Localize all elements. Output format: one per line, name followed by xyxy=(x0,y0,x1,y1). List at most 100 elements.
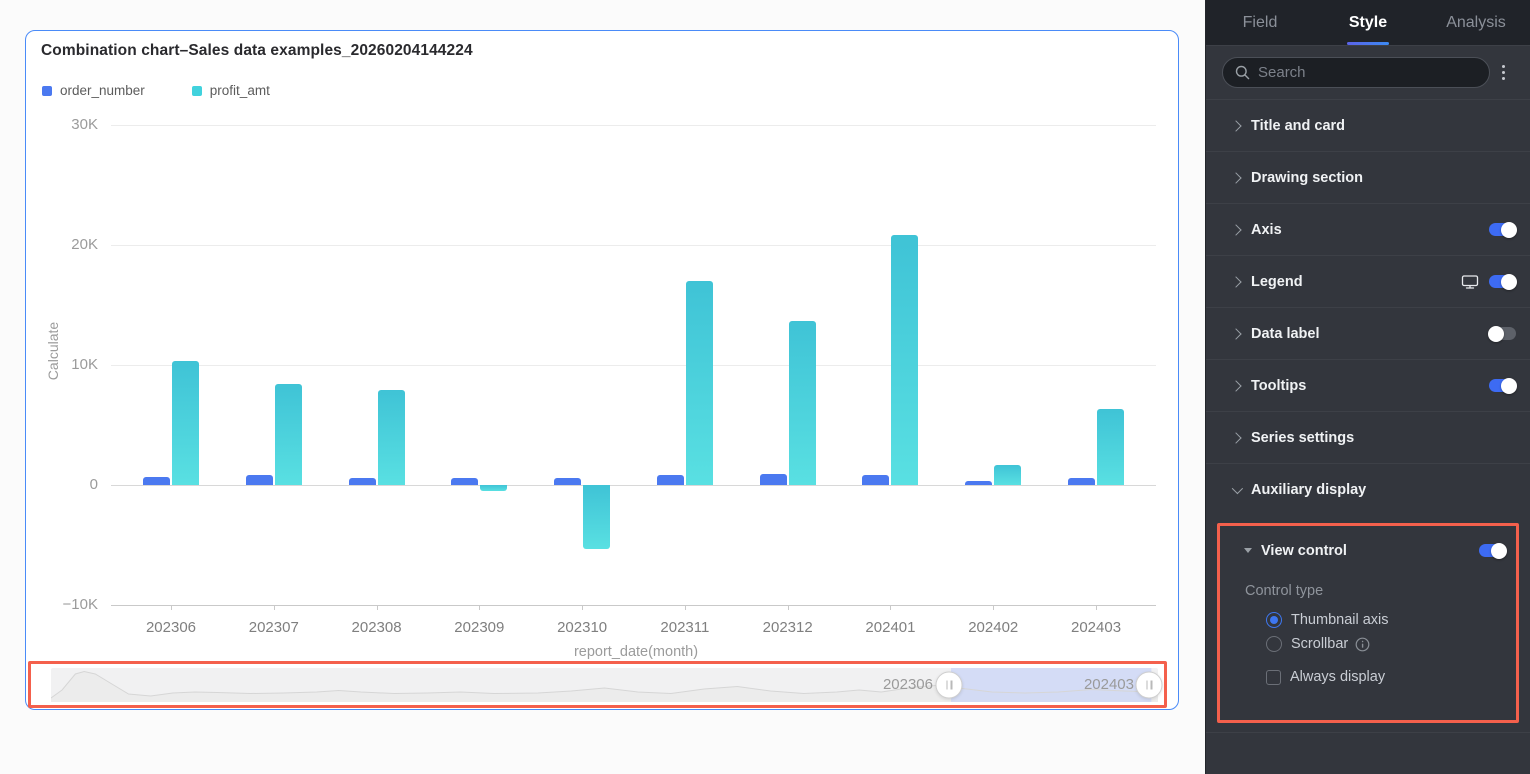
section-label: Drawing section xyxy=(1251,169,1363,186)
search-input[interactable] xyxy=(1258,64,1477,81)
bar-profit_amt-202306[interactable] xyxy=(172,361,199,485)
section-controls xyxy=(1489,221,1517,238)
tab-field[interactable]: Field xyxy=(1242,13,1278,31)
chevron-right-icon xyxy=(1230,223,1242,236)
chart-card[interactable]: Combination chart–Sales data examples_20… xyxy=(25,30,1179,710)
chevron-right-icon xyxy=(1230,275,1242,288)
more-options-icon[interactable] xyxy=(1490,59,1516,86)
section-legend[interactable]: Legend xyxy=(1206,256,1530,308)
always-display-label: Always display xyxy=(1290,669,1386,685)
radio-selected-icon xyxy=(1266,612,1282,628)
tab-analysis[interactable]: Analysis xyxy=(1446,13,1506,31)
chevron-right-icon xyxy=(1230,431,1242,444)
bar-order_number-202306[interactable] xyxy=(143,476,170,485)
chevron-right-icon xyxy=(1230,171,1242,184)
toggle-legend[interactable] xyxy=(1489,273,1517,290)
x-tick xyxy=(787,605,789,610)
y-tick-label: 0 xyxy=(89,476,98,493)
radio-thumbnail-axis[interactable]: Thumbnail axis xyxy=(1266,612,1516,628)
plot: 30K 20K 10K 0 −10K 202306 202307 202308 202309 20… xyxy=(26,31,1178,709)
thumbnail-end-handle[interactable] xyxy=(1135,671,1163,699)
x-tick xyxy=(376,605,378,610)
grip-icon xyxy=(1146,680,1148,690)
bar-profit_amt-202307[interactable] xyxy=(274,384,302,485)
thumbnail-end-label: 202403 xyxy=(1083,676,1134,693)
section-label: Auxiliary display xyxy=(1251,482,1367,498)
x-tick-label: 202401 xyxy=(865,619,916,636)
search-box[interactable] xyxy=(1222,57,1490,88)
bar-order_number-202312[interactable] xyxy=(759,473,787,485)
bar-order_number-202309[interactable] xyxy=(451,478,479,485)
search-row xyxy=(1206,46,1530,100)
bar-profit_amt-202310[interactable] xyxy=(583,485,611,549)
chevron-right-icon xyxy=(1230,119,1242,132)
x-tick xyxy=(582,605,584,610)
x-tick-label: 202307 xyxy=(248,619,299,636)
view-control-toggle[interactable] xyxy=(1479,542,1507,559)
radio-thumbnail-axis-label: Thumbnail axis xyxy=(1291,612,1389,628)
thumbnail-selected-region xyxy=(950,668,1152,702)
x-tick xyxy=(684,605,686,610)
x-tick-label: 202310 xyxy=(557,619,608,636)
thumbnail-axis[interactable] xyxy=(51,668,1163,702)
radio-scrollbar-label: Scrollbar xyxy=(1291,636,1349,652)
checkbox-always-display[interactable]: Always display xyxy=(1266,669,1516,685)
x-tick xyxy=(993,605,995,610)
bar-profit_amt-202309[interactable] xyxy=(480,485,508,491)
toggle-tooltips[interactable] xyxy=(1489,377,1517,394)
section-tooltips[interactable]: Tooltips xyxy=(1206,360,1530,412)
legend-item-profit_amt[interactable]: profit_amt xyxy=(191,83,270,98)
bar-profit_amt-202402[interactable] xyxy=(994,464,1022,485)
panel-sections: Title and card Drawing section Axis Legend D… xyxy=(1206,100,1530,516)
x-tick-label: 202312 xyxy=(762,619,813,636)
section-auxiliary-display[interactable]: Auxiliary display xyxy=(1206,464,1530,516)
toggle-knob xyxy=(1501,377,1517,394)
y-axis-title: Calculate xyxy=(45,321,61,381)
x-tick xyxy=(273,605,275,610)
thumbnail-start-label: 202306 xyxy=(882,676,933,693)
thumbnail-sparkline xyxy=(51,668,1158,702)
legend-swatch xyxy=(42,85,52,96)
section-controls xyxy=(1489,377,1517,394)
x-axis-title: report_date(month) xyxy=(573,644,699,660)
info-icon[interactable] xyxy=(1355,637,1370,652)
chart-legend: order_number profit_amt xyxy=(42,83,270,98)
bar-order_number-202402[interactable] xyxy=(965,481,993,485)
gridline xyxy=(111,365,1156,366)
bar-profit_amt-202308[interactable] xyxy=(377,390,405,485)
panel-tabbar: Field Style Analysis xyxy=(1206,0,1530,46)
bar-profit_amt-202403[interactable] xyxy=(1097,409,1125,485)
radio-scrollbar[interactable]: Scrollbar xyxy=(1266,636,1516,652)
toggle-knob xyxy=(1501,273,1517,290)
thumbnail-start-handle[interactable] xyxy=(935,671,963,699)
tab-style[interactable]: Style xyxy=(1314,0,1422,45)
grip-icon xyxy=(950,680,952,690)
section-title-and-card[interactable]: Title and card xyxy=(1206,100,1530,152)
panel-divider xyxy=(1206,732,1530,733)
bar-profit_amt-202401[interactable] xyxy=(891,235,919,485)
toggle-data-label[interactable] xyxy=(1488,325,1516,342)
section-series-settings[interactable]: Series settings xyxy=(1206,412,1530,464)
section-label: Tooltips xyxy=(1251,377,1307,394)
search-icon xyxy=(1235,65,1250,80)
bar-order_number-202311[interactable] xyxy=(656,475,684,485)
radio-unselected-icon xyxy=(1266,636,1282,652)
section-drawing-section[interactable]: Drawing section xyxy=(1206,152,1530,204)
bar-order_number-202403[interactable] xyxy=(1068,477,1096,485)
x-tick xyxy=(479,605,481,610)
bar-order_number-202307[interactable] xyxy=(245,475,273,485)
legend-item-order_number[interactable]: order_number xyxy=(42,83,145,98)
section-axis[interactable]: Axis xyxy=(1206,204,1530,256)
toggle-axis[interactable] xyxy=(1489,221,1517,238)
gridline xyxy=(111,125,1156,126)
bar-profit_amt-202311[interactable] xyxy=(685,281,713,485)
view-control-header[interactable]: View control xyxy=(1220,526,1516,575)
monitor-icon[interactable] xyxy=(1461,274,1479,290)
bar-order_number-202401[interactable] xyxy=(862,474,890,485)
bar-order_number-202308[interactable] xyxy=(348,478,376,485)
report-canvas: Combination chart–Sales data examples_20… xyxy=(25,30,1179,710)
section-data-label[interactable]: Data label xyxy=(1206,308,1530,360)
bar-order_number-202310[interactable] xyxy=(554,478,582,485)
bar-profit_amt-202312[interactable] xyxy=(788,320,816,485)
grip-icon xyxy=(946,680,948,690)
